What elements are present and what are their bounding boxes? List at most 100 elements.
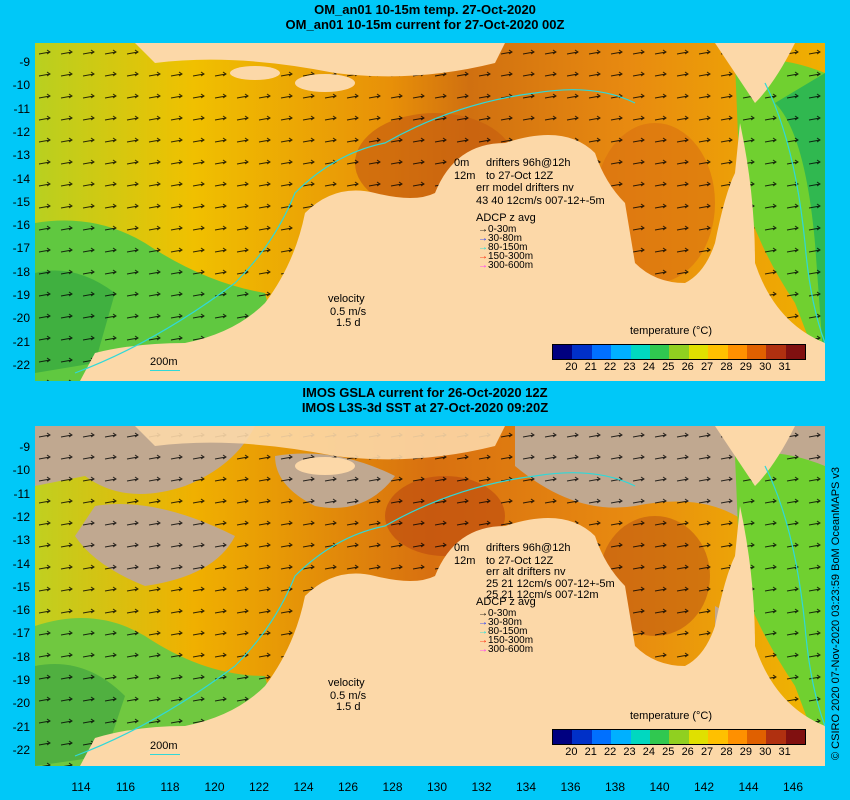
- top-adcp-item: →0-30m: [478, 225, 516, 235]
- bottom-legend-line2: 12m: [454, 555, 476, 567]
- top-colorbar-swatch: [553, 345, 573, 359]
- bottom-colorbar-swatch: [572, 730, 592, 744]
- bottom-colorbar-swatch: [785, 730, 806, 744]
- bottom-adcp-item: →300-600m: [478, 645, 533, 655]
- top-legend-line4: 43 40 12cm/s 007-12+-5m: [476, 195, 605, 207]
- bottom-colorbar-title: temperature (°C): [630, 710, 713, 722]
- top-colorbar-swatch: [572, 345, 592, 359]
- bottom-colorbar-swatch: [727, 730, 747, 744]
- top-title-line2: OM_an01 10-15m current for 27-Oct-2020 0…: [285, 17, 565, 32]
- top-legend-line2b: to 27-Oct 12Z: [486, 170, 554, 182]
- bottom-velocity-label: velocity: [328, 677, 365, 689]
- adcp-label: 300-600m: [488, 644, 534, 655]
- bottom-map-graphic: [35, 426, 825, 766]
- top-colorbar-tick: 25: [662, 361, 675, 373]
- top-colorbar-title: temperature (°C): [630, 325, 713, 337]
- adcp-label: 30-80m: [488, 233, 522, 244]
- top-colorbar-tick: 23: [623, 361, 636, 373]
- adcp-label: 150-300m: [488, 251, 534, 262]
- bottom-y-tick: -16: [12, 603, 30, 618]
- top-colorbar-swatch: [630, 345, 650, 359]
- bottom-colorbar-tick: 25: [662, 746, 675, 758]
- top-y-tick: -9: [19, 55, 30, 69]
- top-legend-line2: 12m: [454, 170, 476, 182]
- bottom-y-tick: -10: [12, 463, 30, 478]
- bottom-colorbar: [552, 729, 806, 745]
- x-tick: 126: [337, 780, 359, 794]
- top-colorbar-swatch: [649, 345, 670, 359]
- top-colorbar-tick: 20: [565, 361, 578, 373]
- bottom-y-tick: -15: [12, 579, 30, 594]
- bottom-y-tick: -22: [12, 742, 30, 757]
- bottom-colorbar-swatch: [649, 730, 670, 744]
- bottom-y-tick: -17: [12, 626, 30, 641]
- top-colorbar-tick: 31: [778, 361, 791, 373]
- bottom-adcp-item: →30-80m: [478, 618, 522, 628]
- top-adcp-item: →150-300m: [478, 252, 533, 262]
- x-tick: 134: [515, 780, 537, 794]
- bottom-colorbar-ticks: 20 21 22 23 24 25 26 27 28 29 30 31: [552, 746, 804, 760]
- top-colorbar-ticks: 20 21 22 23 24 25 26 27 28 29 30 31: [552, 361, 804, 375]
- top-legend-line1b: drifters 96h@12h: [486, 157, 571, 169]
- top-colorbar: [552, 344, 806, 360]
- top-colorbar-swatch: [708, 345, 728, 359]
- bottom-y-tick: -9: [19, 440, 30, 454]
- bottom-velocity-time: 1.5 d: [336, 701, 361, 713]
- top-y-tick: -16: [12, 218, 30, 233]
- arrow-icon: →: [478, 644, 488, 655]
- top-colorbar-swatch: [766, 345, 786, 359]
- top-colorbar-tick: 27: [700, 361, 714, 373]
- top-y-tick: -14: [12, 171, 30, 186]
- adcp-label: 0-30m: [488, 608, 517, 619]
- bottom-colorbar-swatch: [766, 730, 786, 744]
- x-tick: 136: [560, 780, 581, 794]
- top-legend-line1: 0m: [454, 157, 470, 169]
- bottom-adcp-item: →80-150m: [478, 627, 527, 637]
- bottom-legend-line5: 25 21 12cm/s 007-12m: [486, 589, 599, 601]
- bottom-colorbar-swatch: [688, 730, 709, 744]
- x-tick: 146: [782, 780, 804, 794]
- top-y-tick: -10: [12, 78, 30, 93]
- bottom-adcp-title: ADCP z avg: [476, 596, 536, 608]
- bottom-scale-bar: [150, 754, 180, 755]
- bottom-legend-line1: 0m: [454, 542, 470, 554]
- bottom-adcp-item: →0-30m: [478, 609, 516, 619]
- top-map-graphic: [35, 43, 825, 381]
- x-tick: 138: [604, 780, 626, 794]
- bottom-colorbar-swatch: [611, 730, 631, 744]
- top-y-tick: -21: [12, 334, 30, 349]
- top-colorbar-swatch: [688, 345, 709, 359]
- bottom-scale-label: 200m: [150, 740, 178, 752]
- top-colorbar-tick: 26: [681, 361, 694, 373]
- bottom-colorbar-tick: 31: [778, 746, 791, 758]
- bottom-y-tick: -18: [12, 649, 30, 664]
- x-tick: 122: [248, 780, 270, 794]
- x-tick: 140: [649, 780, 670, 794]
- bottom-colorbar-tick: 23: [623, 746, 636, 758]
- arrow-icon: →: [478, 260, 488, 271]
- top-velocity-value: 0.5 m/s: [330, 306, 367, 318]
- x-tick: 132: [471, 780, 492, 794]
- bottom-colorbar-tick: 28: [720, 746, 733, 758]
- top-scale-label: 200m: [150, 356, 178, 368]
- adcp-label: 300-600m: [488, 260, 534, 271]
- top-colorbar-swatch: [746, 345, 767, 359]
- top-colorbar-tick: 24: [642, 361, 656, 373]
- arrow-icon: →: [478, 251, 488, 262]
- top-velocity-label: velocity: [328, 293, 365, 305]
- adcp-label: 80-150m: [488, 242, 528, 253]
- arrow-icon: →: [478, 617, 488, 628]
- top-adcp-item: →80-150m: [478, 243, 527, 253]
- top-y-tick: -20: [12, 311, 30, 326]
- arrow-icon: →: [478, 242, 488, 253]
- bottom-colorbar-swatch: [553, 730, 573, 744]
- arrow-icon: →: [478, 224, 488, 235]
- top-velocity-time: 1.5 d: [336, 317, 361, 329]
- bottom-colorbar-tick: 29: [739, 746, 752, 758]
- arrow-icon: →: [478, 626, 488, 637]
- bottom-map-panel: [35, 426, 825, 766]
- bottom-y-tick: -14: [12, 556, 30, 571]
- top-y-tick: -13: [12, 148, 30, 163]
- bottom-legend-line4: 25 21 12cm/s 007-12+-5m: [486, 578, 615, 590]
- bottom-y-tick: -13: [12, 533, 30, 548]
